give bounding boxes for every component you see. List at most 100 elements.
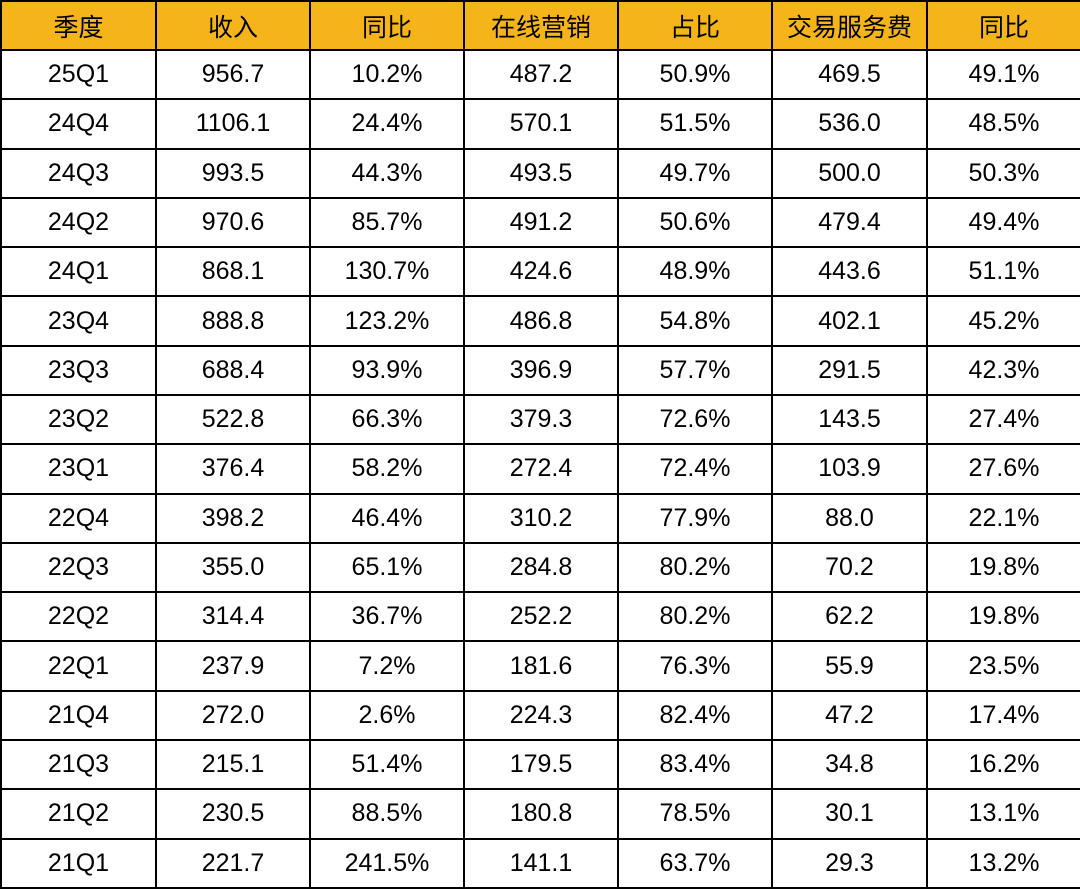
table-cell-transaction-fee-yoy: 13.1% — [926, 788, 1080, 840]
table-cell-online-marketing: 486.8 — [463, 295, 619, 347]
table-cell-transaction-fee: 34.8 — [771, 738, 928, 791]
table-cell-quarter: 23Q3 — [0, 344, 157, 396]
table-cell-transaction-fee: 143.5 — [771, 393, 928, 446]
table-cell-revenue: 970.6 — [155, 196, 311, 249]
table-cell-transaction-fee: 30.1 — [771, 788, 928, 840]
table-cell-transaction-fee: 62.2 — [771, 591, 928, 643]
table-cell-online-marketing-share: 51.5% — [617, 98, 773, 150]
table-cell-revenue-yoy: 51.4% — [309, 738, 465, 791]
table-cell-online-marketing-share: 48.9% — [617, 246, 773, 298]
table-cell-online-marketing-share: 80.2% — [617, 591, 773, 643]
table-row: 22Q1 237.9 7.2% 181.6 76.3% 55.9 23.5% — [0, 640, 1080, 692]
table-cell-online-marketing: 252.2 — [463, 591, 619, 643]
table-cell-quarter: 23Q1 — [0, 443, 157, 495]
table-cell-transaction-fee-yoy: 48.5% — [926, 98, 1080, 150]
table-cell-online-marketing: 284.8 — [463, 541, 619, 594]
table-cell-online-marketing: 272.4 — [463, 443, 619, 495]
table-cell-quarter: 23Q2 — [0, 393, 157, 446]
table-cell-transaction-fee-yoy: 13.2% — [926, 837, 1080, 889]
table-cell-transaction-fee-yoy: 27.4% — [926, 393, 1080, 446]
column-header-transaction-fee-yoy: 同比 — [926, 0, 1080, 51]
table-row: 22Q3 355.0 65.1% 284.8 80.2% 70.2 19.8% — [0, 541, 1080, 594]
column-header-online-marketing-share: 占比 — [617, 0, 773, 51]
table-cell-revenue-yoy: 123.2% — [309, 295, 465, 347]
table-cell-online-marketing-share: 72.4% — [617, 443, 773, 495]
table-cell-online-marketing-share: 80.2% — [617, 541, 773, 594]
table-cell-transaction-fee: 88.0 — [771, 492, 928, 544]
table-cell-revenue: 888.8 — [155, 295, 311, 347]
table-cell-revenue-yoy: 65.1% — [309, 541, 465, 594]
table-cell-transaction-fee-yoy: 51.1% — [926, 246, 1080, 298]
table-cell-online-marketing: 491.2 — [463, 196, 619, 249]
table-cell-quarter: 24Q1 — [0, 246, 157, 298]
column-header-revenue-yoy: 同比 — [309, 0, 465, 51]
table-cell-revenue: 272.0 — [155, 689, 311, 741]
table-cell-revenue: 868.1 — [155, 246, 311, 298]
table-cell-quarter: 24Q2 — [0, 196, 157, 249]
table-row: 23Q1 376.4 58.2% 272.4 72.4% 103.9 27.6% — [0, 443, 1080, 495]
table-cell-online-marketing: 570.1 — [463, 98, 619, 150]
table-cell-online-marketing-share: 50.9% — [617, 48, 773, 101]
table-cell-online-marketing-share: 77.9% — [617, 492, 773, 544]
table-cell-quarter: 24Q3 — [0, 147, 157, 199]
table-cell-online-marketing: 141.1 — [463, 837, 619, 889]
header-row: 季度 收入 同比 在线营销 占比 交易服务费 同比 — [0, 0, 1080, 51]
table-cell-transaction-fee-yoy: 27.6% — [926, 443, 1080, 495]
table-cell-revenue: 956.7 — [155, 48, 311, 101]
table-cell-quarter: 22Q2 — [0, 591, 157, 643]
table-cell-transaction-fee: 103.9 — [771, 443, 928, 495]
table-cell-transaction-fee-yoy: 17.4% — [926, 689, 1080, 741]
table-cell-transaction-fee-yoy: 50.3% — [926, 147, 1080, 199]
table-cell-quarter: 23Q4 — [0, 295, 157, 347]
column-header-revenue: 收入 — [155, 0, 311, 51]
table-cell-online-marketing: 396.9 — [463, 344, 619, 396]
table-cell-revenue: 221.7 — [155, 837, 311, 889]
table-row: 21Q4 272.0 2.6% 224.3 82.4% 47.2 17.4% — [0, 689, 1080, 741]
table-cell-online-marketing: 310.2 — [463, 492, 619, 544]
table-row: 21Q2 230.5 88.5% 180.8 78.5% 30.1 13.1% — [0, 788, 1080, 840]
table-cell-online-marketing: 424.6 — [463, 246, 619, 298]
column-header-quarter: 季度 — [0, 0, 157, 51]
table-cell-transaction-fee-yoy: 19.8% — [926, 541, 1080, 594]
table-cell-online-marketing-share: 82.4% — [617, 689, 773, 741]
table-cell-online-marketing-share: 54.8% — [617, 295, 773, 347]
table-cell-online-marketing: 181.6 — [463, 640, 619, 692]
table-cell-revenue: 230.5 — [155, 788, 311, 840]
table-row: 24Q2 970.6 85.7% 491.2 50.6% 479.4 49.4% — [0, 196, 1080, 249]
table-cell-revenue: 398.2 — [155, 492, 311, 544]
table-cell-online-marketing: 493.5 — [463, 147, 619, 199]
table-cell-revenue: 1106.1 — [155, 98, 311, 150]
table-cell-revenue: 237.9 — [155, 640, 311, 692]
table-cell-revenue-yoy: 58.2% — [309, 443, 465, 495]
table-cell-online-marketing-share: 50.6% — [617, 196, 773, 249]
table-cell-transaction-fee-yoy: 22.1% — [926, 492, 1080, 544]
table-cell-transaction-fee: 29.3 — [771, 837, 928, 889]
table-row: 21Q1 221.7 241.5% 141.1 63.7% 29.3 13.2% — [0, 837, 1080, 889]
table-row: 23Q3 688.4 93.9% 396.9 57.7% 291.5 42.3% — [0, 344, 1080, 396]
table-body: 25Q1 956.7 10.2% 487.2 50.9% 469.5 49.1% 24Q4 11… — [0, 48, 1080, 889]
table-cell-online-marketing-share: 63.7% — [617, 837, 773, 889]
table-cell-transaction-fee-yoy: 23.5% — [926, 640, 1080, 692]
table-row: 24Q1 868.1 130.7% 424.6 48.9% 443.6 51.1% — [0, 246, 1080, 298]
table-cell-transaction-fee: 291.5 — [771, 344, 928, 396]
table-cell-transaction-fee: 443.6 — [771, 246, 928, 298]
column-header-online-marketing: 在线营销 — [463, 0, 619, 51]
table-cell-online-marketing: 179.5 — [463, 738, 619, 791]
table-cell-revenue-yoy: 7.2% — [309, 640, 465, 692]
table-cell-transaction-fee: 500.0 — [771, 147, 928, 199]
table-cell-revenue: 688.4 — [155, 344, 311, 396]
table-cell-quarter: 24Q4 — [0, 98, 157, 150]
table-row: 22Q4 398.2 46.4% 310.2 77.9% 88.0 22.1% — [0, 492, 1080, 544]
table-cell-revenue: 314.4 — [155, 591, 311, 643]
table-cell-transaction-fee-yoy: 49.1% — [926, 48, 1080, 101]
table-cell-revenue: 522.8 — [155, 393, 311, 446]
table-cell-quarter: 21Q1 — [0, 837, 157, 889]
table-cell-revenue-yoy: 130.7% — [309, 246, 465, 298]
table-cell-transaction-fee: 70.2 — [771, 541, 928, 594]
table-cell-transaction-fee-yoy: 45.2% — [926, 295, 1080, 347]
table-cell-online-marketing-share: 76.3% — [617, 640, 773, 692]
table-cell-online-marketing: 487.2 — [463, 48, 619, 101]
table-cell-quarter: 21Q2 — [0, 788, 157, 840]
table-cell-transaction-fee-yoy: 42.3% — [926, 344, 1080, 396]
table-cell-revenue-yoy: 93.9% — [309, 344, 465, 396]
